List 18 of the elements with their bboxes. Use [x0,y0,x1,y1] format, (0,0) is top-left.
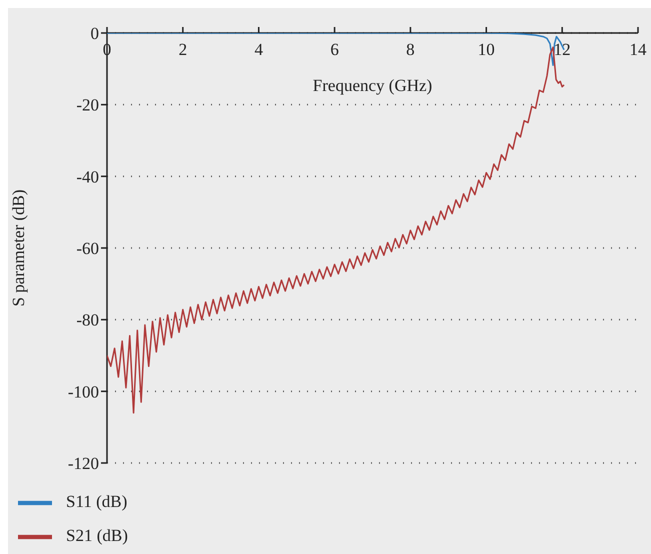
x-tick-label: 2 [178,40,188,59]
x-tick-label: 12 [554,40,571,59]
legend-label: S21 (dB) [66,526,128,545]
legend-label: S11 (dB) [66,492,128,511]
x-tick-label: 8 [406,40,415,59]
x-tick-label: 14 [630,40,647,59]
x-axis-title: Frequency (GHz) [312,76,432,95]
x-tick-label: 10 [478,40,495,59]
y-tick-label: -60 [76,239,99,258]
y-tick-label: 0 [90,24,99,44]
y-axis-title: S parameter (dB) [9,189,28,307]
y-tick-label: -80 [76,310,99,330]
y-tick-label: -40 [76,167,99,186]
x-tick-label: 4 [254,40,264,59]
x-tick-label: 6 [330,40,339,59]
y-tick-label: -120 [68,454,99,474]
y-tick-label: -100 [68,382,99,402]
y-tick-label: -20 [76,96,99,115]
